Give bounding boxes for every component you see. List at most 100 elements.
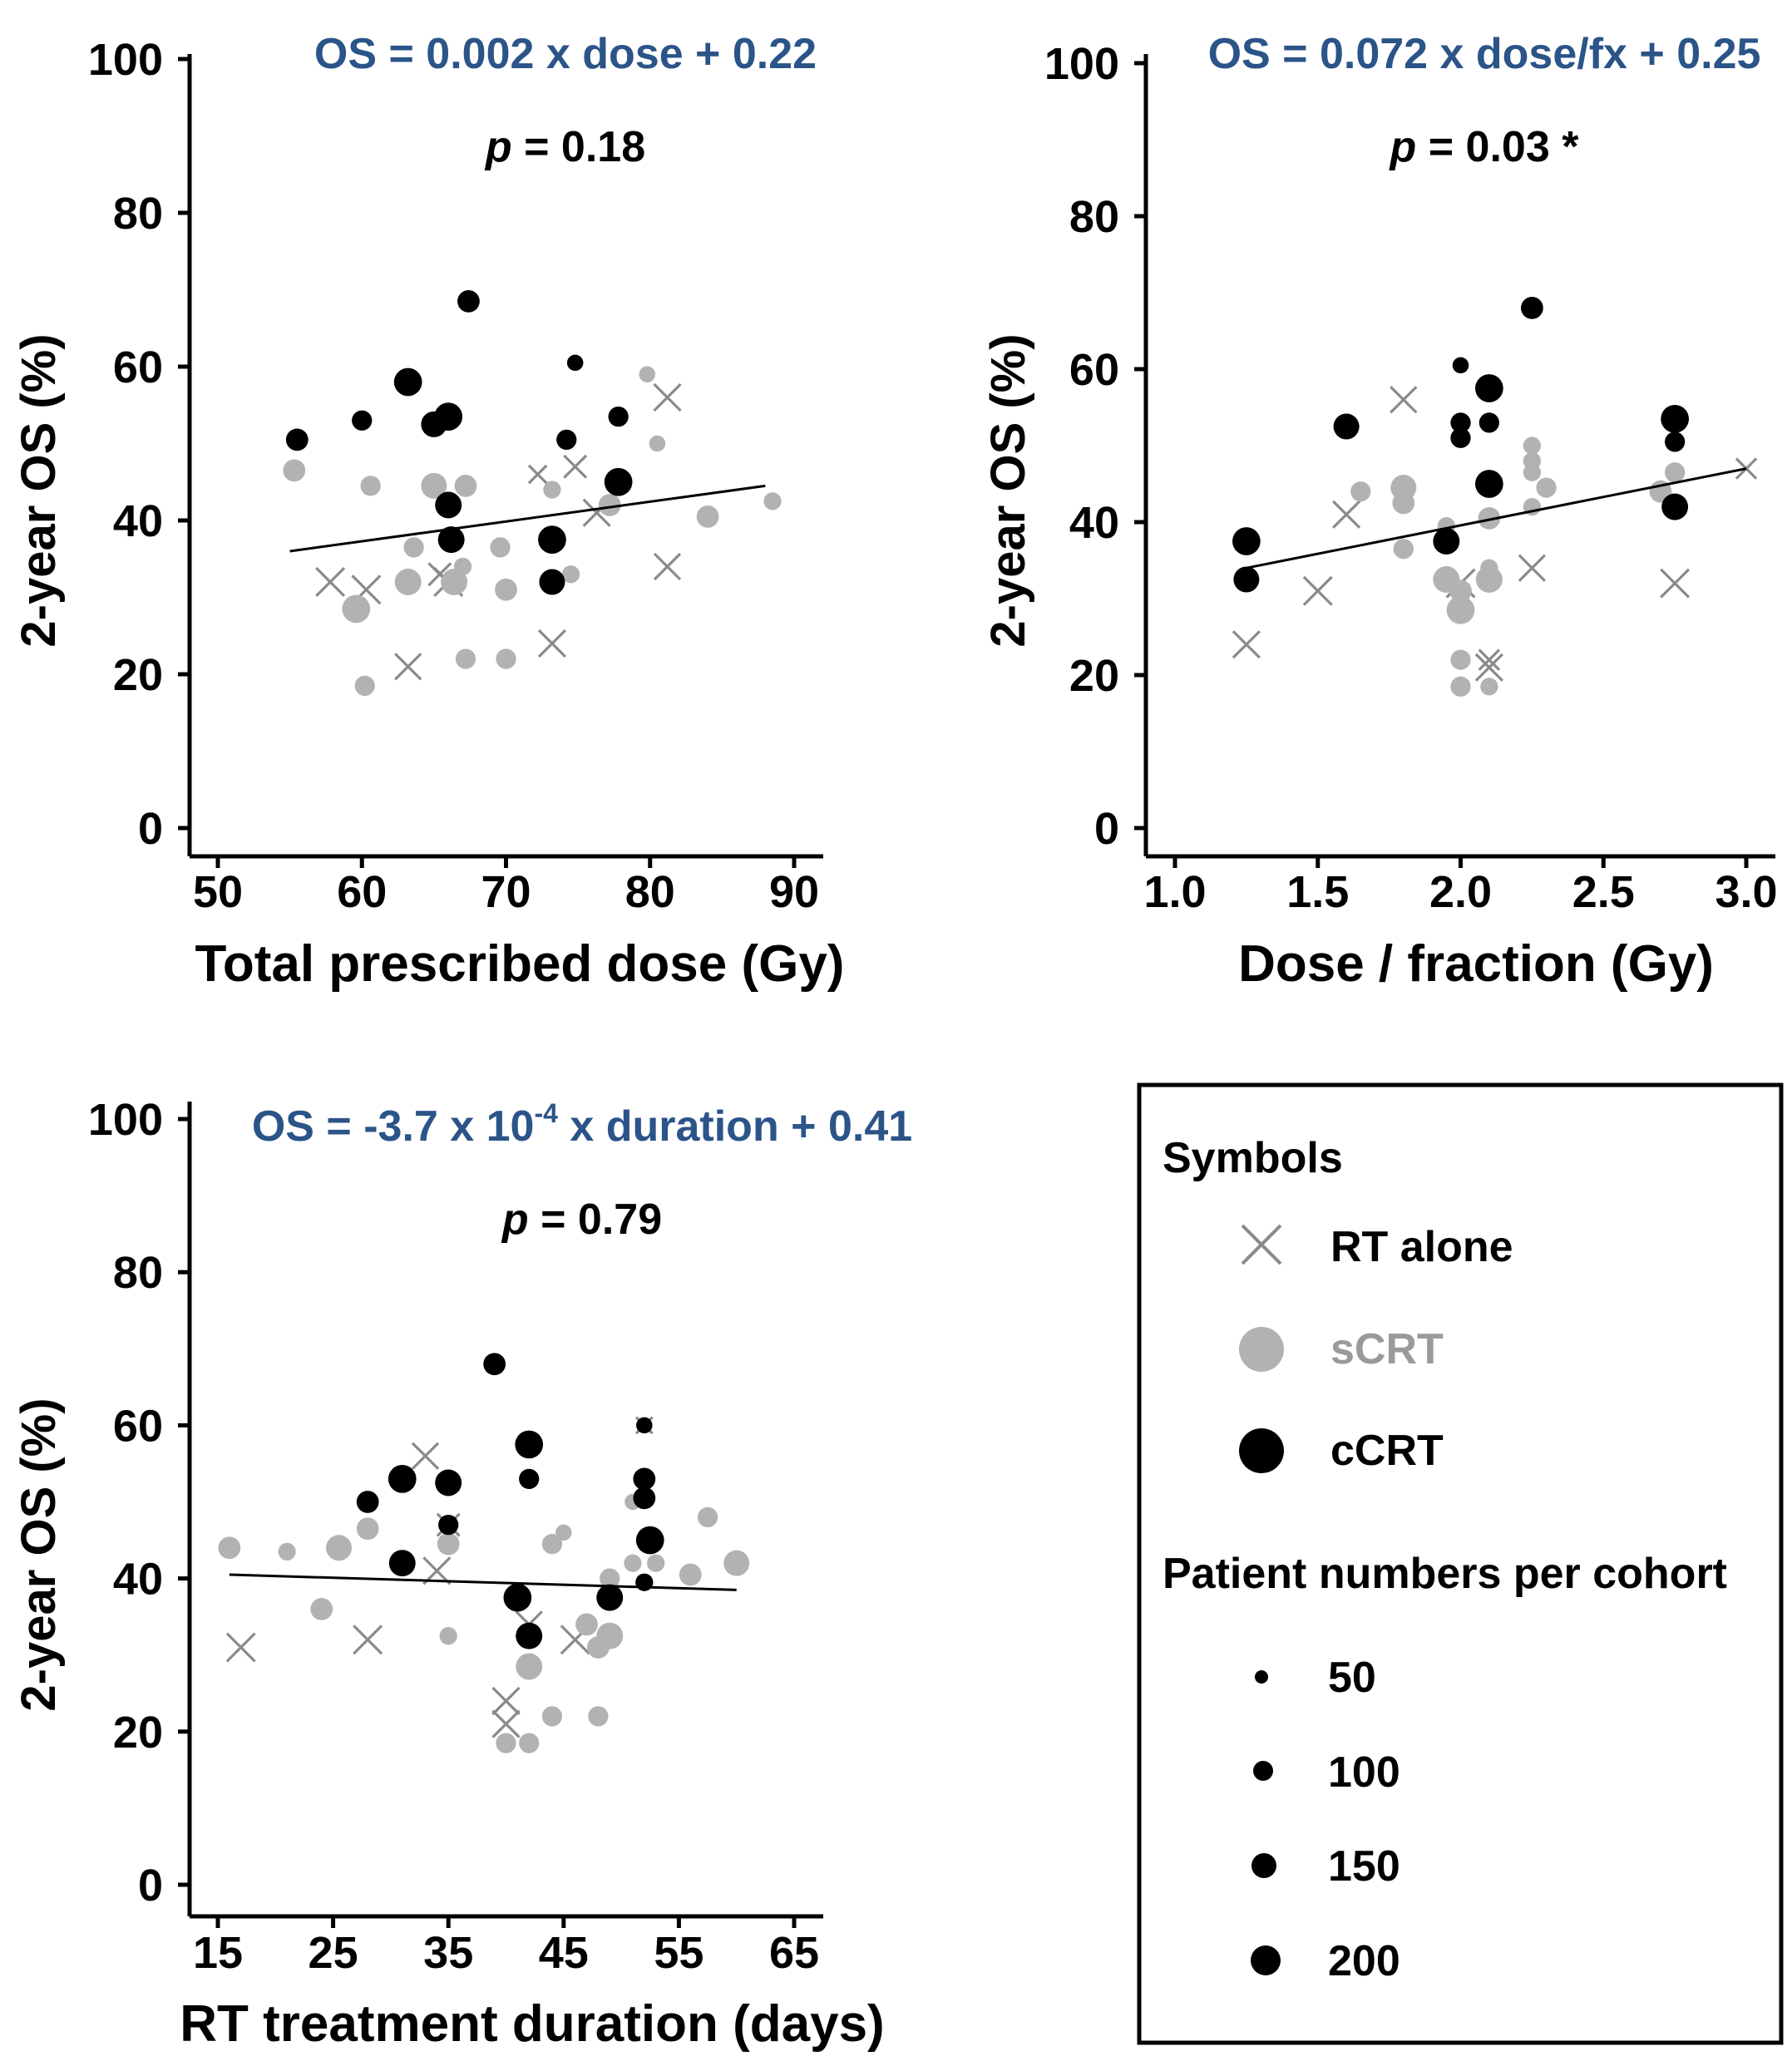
- data-point-scrt: [326, 1535, 353, 1561]
- data-point-scrt: [453, 557, 472, 576]
- legend-sizes-title: Patient numbers per cohort: [1163, 1550, 1727, 1598]
- data-point-ccrt: [483, 1353, 506, 1376]
- data-point-scrt: [639, 366, 656, 383]
- data-point-ccrt: [1433, 528, 1460, 555]
- legend-size-150-marker-icon: [1251, 1853, 1276, 1878]
- p-value-duration: p = 0.79: [501, 1196, 662, 1244]
- data-point-scrt: [496, 1733, 516, 1753]
- panel-duration: OS = -3.7 x 10-4 x duration + 0.41 p = 0…: [12, 1095, 912, 2053]
- data-point-ccrt: [352, 410, 373, 431]
- data-point-ccrt: [539, 569, 565, 595]
- legend-rt-alone-label: RT alone: [1330, 1223, 1513, 1271]
- data-point-ccrt: [1233, 566, 1260, 593]
- data-point-rt-alone: [653, 382, 682, 412]
- y-tick-label: 20: [1069, 651, 1119, 701]
- x-tick-label: 65: [769, 1928, 819, 1978]
- p-value-dose: p = 0.18: [484, 123, 645, 171]
- data-point-scrt: [283, 459, 306, 482]
- x-tick-label: 1.0: [1143, 867, 1206, 917]
- data-point-rt-alone: [1390, 386, 1418, 414]
- data-point-scrt: [561, 565, 580, 584]
- cross-stroke: [225, 1632, 256, 1663]
- data-point-scrt: [403, 537, 424, 558]
- cross-stroke: [1478, 648, 1501, 671]
- data-point-scrt: [1446, 595, 1475, 624]
- legend-size-50: 50: [1255, 1654, 1376, 1702]
- plot-area-dose: 0 20 40 60 80 100 50 60 70 80 90: [88, 35, 823, 917]
- data-point-rt-alone: [1331, 500, 1361, 529]
- x-tick-label: 25: [309, 1928, 358, 1978]
- legend-size-200-label: 200: [1328, 1937, 1400, 1985]
- data-point-ccrt: [519, 1468, 540, 1490]
- data-point-scrt: [495, 578, 517, 601]
- legend-size-50-label: 50: [1328, 1654, 1376, 1702]
- y-tick-label: 80: [113, 1248, 163, 1298]
- data-point-rt-alone: [563, 454, 588, 479]
- legend-symbols-title: Symbols: [1163, 1134, 1343, 1182]
- legend-ccrt-label: cCRT: [1330, 1427, 1444, 1475]
- data-point-ccrt: [556, 429, 577, 451]
- data-point-rt-alone: [1478, 648, 1501, 671]
- y-tick-label: 40: [113, 1555, 163, 1605]
- data-point-scrt: [278, 1542, 296, 1561]
- data-point-scrt: [490, 537, 511, 558]
- y-tick-label: 60: [113, 1401, 163, 1451]
- data-point-ccrt: [438, 1514, 459, 1536]
- cross-stroke: [315, 567, 346, 597]
- data-point-scrt: [598, 494, 621, 516]
- legend-size-100-label: 100: [1328, 1748, 1400, 1797]
- x-tick-label: 90: [769, 867, 819, 917]
- cross-stroke: [653, 552, 682, 581]
- y-tick-label: 100: [88, 35, 163, 85]
- data-point-rt-alone: [491, 1686, 521, 1716]
- data-point-ccrt: [388, 1550, 416, 1577]
- legend-rt-alone: RT alone: [1241, 1223, 1513, 1271]
- data-point-scrt: [1664, 462, 1686, 483]
- data-point-scrt: [421, 472, 447, 499]
- data-point-ccrt: [604, 467, 633, 496]
- data-point-scrt: [600, 1568, 620, 1589]
- legend-ccrt: cCRT: [1239, 1427, 1444, 1475]
- data-point-rt-alone: [491, 1709, 521, 1738]
- y-axis-label-duration: 2-year OS (%): [12, 1398, 66, 1711]
- cross-stroke: [563, 454, 588, 479]
- legend-size-200: 200: [1251, 1937, 1400, 1985]
- x-tick-label: 15: [193, 1928, 243, 1978]
- legend-scrt: sCRT: [1239, 1325, 1444, 1373]
- data-point-ccrt: [538, 525, 566, 554]
- data-point-ccrt: [388, 1465, 417, 1493]
- panel-dose: OS = 0.002 x dose + 0.22 p = 0.18 2-year…: [12, 30, 844, 993]
- data-point-scrt: [555, 1524, 572, 1541]
- x-tick-label: 80: [625, 867, 675, 917]
- legend-size-100-marker-icon: [1253, 1761, 1273, 1781]
- cross-stroke: [527, 464, 548, 485]
- data-point-scrt: [354, 675, 375, 697]
- legend-size-150: 150: [1251, 1842, 1400, 1891]
- data-point-ccrt: [435, 1469, 462, 1496]
- trend-line-dose-per-fraction: [1246, 467, 1747, 569]
- x-tick-label: 60: [337, 867, 387, 917]
- data-point-scrt: [679, 1563, 702, 1586]
- cross-stroke: [1390, 386, 1418, 414]
- x-tick-label: 50: [193, 867, 243, 917]
- data-point-rt-alone: [537, 629, 567, 658]
- data-point-ccrt: [393, 367, 422, 397]
- cross-stroke: [491, 1686, 521, 1716]
- data-point-rt-alone: [653, 552, 682, 581]
- data-point-scrt: [1480, 678, 1498, 696]
- x-axis-label-dose: Total prescribed dose (Gy): [195, 935, 845, 993]
- data-point-ccrt: [1232, 527, 1261, 555]
- data-point-scrt: [575, 1613, 598, 1636]
- data-point-scrt: [1536, 477, 1557, 498]
- data-point-scrt: [543, 481, 561, 499]
- data-point-scrt: [723, 1550, 750, 1576]
- legend-box: [1137, 1082, 1784, 2045]
- plot-area-duration: 0 20 40 60 80 100 15 25 35 45 55 65: [88, 1095, 823, 1978]
- x-axis-label-dose-per-fraction: Dose / fraction (Gy): [1238, 935, 1714, 993]
- data-point-scrt: [1449, 579, 1472, 603]
- y-tick-label: 80: [113, 189, 163, 239]
- data-point-rt-alone: [1302, 575, 1333, 606]
- data-point-ccrt: [1450, 427, 1471, 448]
- data-point-ccrt: [285, 428, 309, 451]
- data-point-ccrt: [356, 1491, 379, 1513]
